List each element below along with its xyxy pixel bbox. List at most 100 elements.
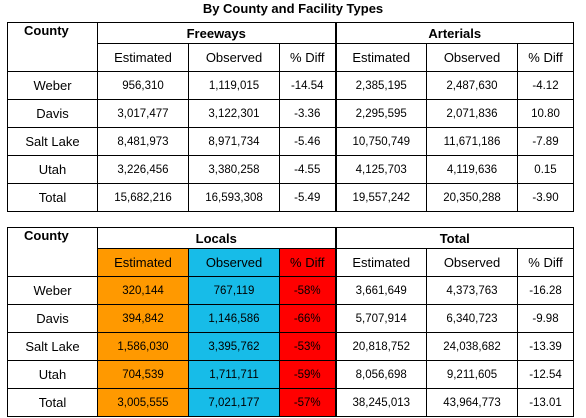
county-cell: Salt Lake <box>7 127 98 156</box>
freeway-estimated-cell: 15,682,216 <box>97 183 189 212</box>
arterial-estimated-cell: 2,385,195 <box>334 71 427 100</box>
local-observed-cell: 1,711,711 <box>188 360 280 389</box>
observed-header: Observed <box>426 43 518 72</box>
total-observed-cell: 43,964,773 <box>426 388 518 417</box>
total-estimated-cell: 20,818,752 <box>334 332 427 361</box>
local-diff-cell: -53% <box>279 332 336 361</box>
estimated-header: Estimated <box>97 43 189 72</box>
freeway-estimated-cell: 956,310 <box>97 71 189 100</box>
local-estimated-cell: 3,005,555 <box>97 388 189 417</box>
local-estimated-cell: 394,842 <box>97 304 189 333</box>
table-row: Weber 956,310 1,119,015 -14.54 2,385,195… <box>7 71 574 100</box>
county-header: County <box>7 22 98 44</box>
arterial-diff-cell: 10.80 <box>517 99 574 128</box>
total-observed-cell: 9,211,605 <box>426 360 518 389</box>
county-header-spacer <box>7 248 98 277</box>
arterial-observed-cell: 20,350,288 <box>426 183 518 212</box>
freeway-diff-cell: -5.46 <box>279 127 336 156</box>
table-row: Salt Lake 1,586,030 3,395,762 -53% 20,81… <box>7 332 574 361</box>
local-observed-cell: 7,021,177 <box>188 388 280 417</box>
locals-total-table: County Locals Total Estimated Observed %… <box>7 227 574 417</box>
table-total-row: Total 3,005,555 7,021,177 -57% 38,245,01… <box>7 388 574 417</box>
arterial-diff-cell: -4.12 <box>517 71 574 100</box>
local-observed-cell: 767,119 <box>188 276 280 305</box>
table-subheader-row: Estimated Observed % Diff Estimated Obse… <box>7 248 574 277</box>
arterial-observed-cell: 2,071,836 <box>426 99 518 128</box>
freeway-diff-cell: -4.55 <box>279 155 336 184</box>
total-observed-cell: 4,373,763 <box>426 276 518 305</box>
total-estimated-cell: 3,661,649 <box>334 276 427 305</box>
total-diff-cell: -9.98 <box>517 304 574 333</box>
county-header-spacer <box>7 43 98 72</box>
total-estimated-cell: 8,056,698 <box>334 360 427 389</box>
local-diff-cell: -66% <box>279 304 336 333</box>
freeway-observed-cell: 8,971,734 <box>188 127 280 156</box>
local-estimated-cell: 704,539 <box>97 360 189 389</box>
total-estimated-cell: 38,245,013 <box>334 388 427 417</box>
table-row: Weber 320,144 767,119 -58% 3,661,649 4,3… <box>7 276 574 305</box>
county-cell: Weber <box>7 276 98 305</box>
total-estimated-cell: 5,707,914 <box>334 304 427 333</box>
table-total-row: Total 15,682,216 16,593,308 -5.49 19,557… <box>7 183 574 212</box>
diff-header: % Diff <box>279 43 336 72</box>
county-header: County <box>7 227 98 249</box>
county-cell: Salt Lake <box>7 332 98 361</box>
arterial-observed-cell: 11,671,186 <box>426 127 518 156</box>
total-observed-cell: 6,340,723 <box>426 304 518 333</box>
arterial-estimated-cell: 2,295,595 <box>334 99 427 128</box>
observed-header: Observed <box>426 248 518 277</box>
freeways-arterials-table: County Freeways Arterials Estimated Obse… <box>7 22 574 212</box>
table-row: Utah 704,539 1,711,711 -59% 8,056,698 9,… <box>7 360 574 389</box>
table-header-row: County Locals Total <box>7 227 574 249</box>
table-header-row: County Freeways Arterials <box>7 22 574 44</box>
freeway-diff-cell: -5.49 <box>279 183 336 212</box>
total-group-header: Total <box>334 227 574 249</box>
arterial-estimated-cell: 4,125,703 <box>334 155 427 184</box>
total-diff-cell: -16.28 <box>517 276 574 305</box>
arterials-group-header: Arterials <box>334 22 574 44</box>
county-cell: Utah <box>7 360 98 389</box>
total-diff-cell: -13.39 <box>517 332 574 361</box>
observed-header: Observed <box>188 43 280 72</box>
freeway-estimated-cell: 3,226,456 <box>97 155 189 184</box>
arterial-diff-cell: 0.15 <box>517 155 574 184</box>
table-row: Utah 3,226,456 3,380,258 -4.55 4,125,703… <box>7 155 574 184</box>
county-cell: Total <box>7 183 98 212</box>
freeway-estimated-cell: 8,481,973 <box>97 127 189 156</box>
county-cell: Utah <box>7 155 98 184</box>
county-cell: Total <box>7 388 98 417</box>
local-diff-cell: -57% <box>279 388 336 417</box>
total-diff-cell: -12.54 <box>517 360 574 389</box>
report-title: By County and Facility Types <box>202 1 384 16</box>
arterial-observed-cell: 4,119,636 <box>426 155 518 184</box>
local-estimated-cell: 1,586,030 <box>97 332 189 361</box>
freeway-observed-cell: 1,119,015 <box>188 71 280 100</box>
arterial-estimated-cell: 10,750,749 <box>334 127 427 156</box>
locals-group-header: Locals <box>97 227 336 249</box>
arterial-estimated-cell: 19,557,242 <box>334 183 427 212</box>
local-diff-cell: -58% <box>279 276 336 305</box>
diff-header: % Diff <box>279 248 336 277</box>
estimated-header: Estimated <box>334 248 427 277</box>
local-observed-cell: 1,146,586 <box>188 304 280 333</box>
arterial-diff-cell: -3.90 <box>517 183 574 212</box>
local-diff-cell: -59% <box>279 360 336 389</box>
observed-header: Observed <box>188 248 280 277</box>
freeway-diff-cell: -14.54 <box>279 71 336 100</box>
estimated-header: Estimated <box>334 43 427 72</box>
estimated-header: Estimated <box>97 248 189 277</box>
county-cell: Davis <box>7 99 98 128</box>
total-observed-cell: 24,038,682 <box>426 332 518 361</box>
table-subheader-row: Estimated Observed % Diff Estimated Obse… <box>7 43 574 72</box>
freeway-diff-cell: -3.36 <box>279 99 336 128</box>
local-observed-cell: 3,395,762 <box>188 332 280 361</box>
table-row: Salt Lake 8,481,973 8,971,734 -5.46 10,7… <box>7 127 574 156</box>
table-row: Davis 394,842 1,146,586 -66% 5,707,914 6… <box>7 304 574 333</box>
county-cell: Weber <box>7 71 98 100</box>
freeway-estimated-cell: 3,017,477 <box>97 99 189 128</box>
arterial-observed-cell: 2,487,630 <box>426 71 518 100</box>
freeways-group-header: Freeways <box>97 22 336 44</box>
county-cell: Davis <box>7 304 98 333</box>
arterial-diff-cell: -7.89 <box>517 127 574 156</box>
diff-header: % Diff <box>517 43 574 72</box>
